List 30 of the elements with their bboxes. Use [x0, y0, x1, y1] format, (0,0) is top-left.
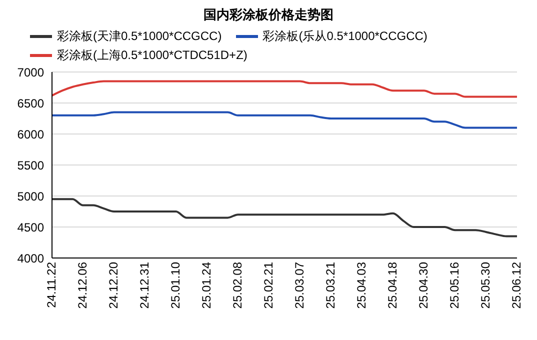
x-tick-label: 25.02.21: [262, 262, 276, 309]
x-tick-label: 24.11.22: [44, 262, 59, 308]
legend-label: 彩涂板(天津0.5*1000*CCGCC): [56, 28, 222, 45]
x-tick-label: 25.05.16: [448, 262, 462, 309]
x-tick-label: 24.12.31: [138, 262, 152, 309]
x-tick-label: 25.01.10: [168, 262, 183, 309]
line-series: [51, 111, 518, 129]
x-tick-label: 25.02.08: [230, 262, 245, 309]
y-tick-label: 5500: [17, 158, 44, 172]
legend-label: 彩涂板(乐从0.5*1000*CCGCC): [262, 28, 428, 45]
y-tick-label: 6000: [17, 127, 44, 142]
x-tick-label: 24.12.06: [76, 262, 90, 309]
x-tick-label: 25.03.21: [324, 262, 338, 309]
x-tick-label: 25.04.03: [354, 262, 369, 309]
x-tick-label: 25.04.18: [386, 262, 400, 309]
x-tick-label: 25.03.07: [292, 262, 307, 309]
x-tick-label: 25.05.30: [478, 262, 493, 309]
chart-title: 国内彩涂板价格走势图: [202, 6, 334, 24]
line-series: [51, 80, 518, 98]
y-tick-label: 4500: [17, 220, 44, 234]
y-tick-label: 6500: [17, 96, 44, 110]
legend-label: 彩涂板(上海0.5*1000*CTDC51D+Z): [56, 47, 248, 64]
x-tick-label: 24.12.20: [106, 262, 121, 309]
x-tick-label: 25.04.30: [416, 262, 431, 309]
x-tick-label: 25.06.12: [510, 262, 524, 309]
y-tick-label: 4000: [17, 251, 44, 266]
x-tick-label: 25.01.24: [200, 262, 214, 309]
y-tick-label: 7000: [17, 65, 44, 80]
y-tick-label: 5000: [17, 189, 44, 204]
line-series: [51, 198, 518, 238]
